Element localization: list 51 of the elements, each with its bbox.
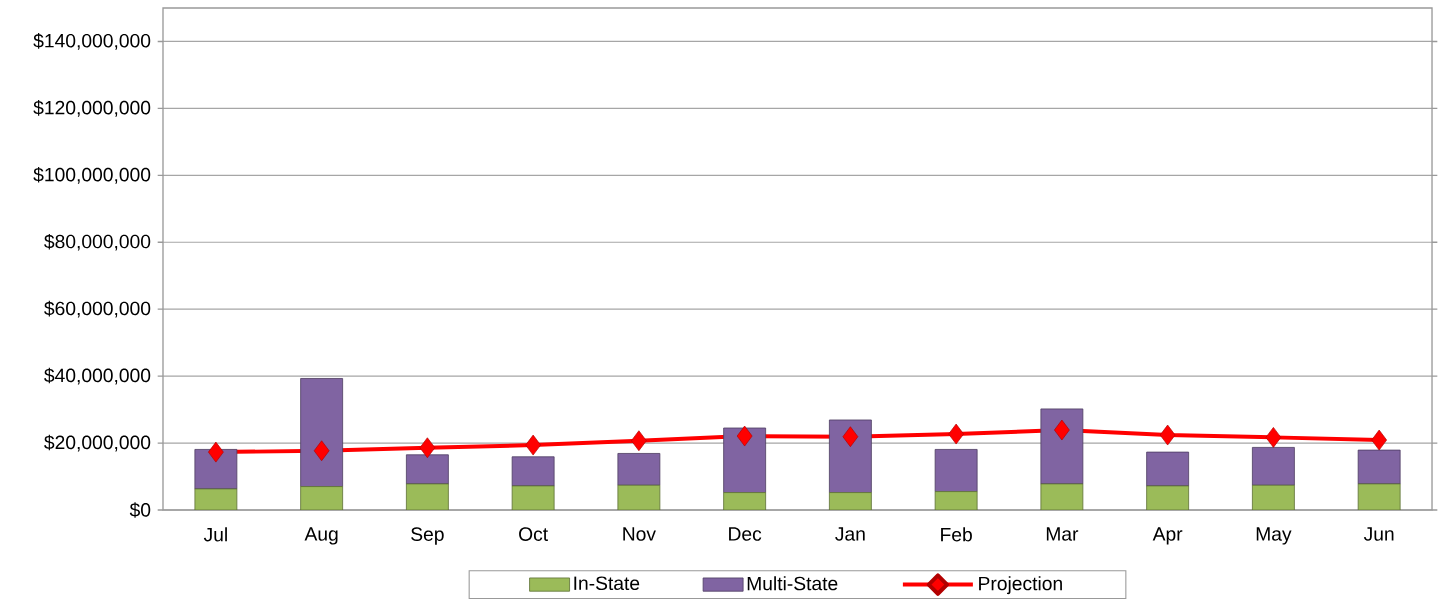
y-tick-label: $100,000,000 [33,166,151,184]
point [842,426,859,448]
x-tick-label: Dec [729,527,762,541]
bar [723,427,767,493]
bar [300,486,344,510]
bar [1146,451,1190,487]
bar [828,419,872,493]
bar [300,378,344,487]
y-tick-label: $80,000,000 [44,233,151,251]
point [208,441,224,463]
x-tick-label: Feb [941,527,972,542]
point [313,440,330,462]
x-tick-label: Apr [1152,527,1183,545]
x-tick-label: Jul [203,527,227,542]
x-tick-label: May [1256,527,1292,545]
bar [511,456,555,487]
point [948,423,964,445]
y-tick-label: $140,000,000 [33,33,151,50]
y-tick-label: $0 [129,502,151,518]
x-tick-label: Jun [1363,527,1394,541]
legend-label: Multi-State [747,576,838,591]
bar [617,453,661,486]
y-tick-label: $120,000,000 [33,100,151,117]
bar [828,492,872,510]
x-tick-label: Oct [519,527,548,541]
point [736,425,753,447]
point [525,434,541,456]
bar [1040,408,1084,485]
bar [405,454,449,485]
x-tick-label: Jan [835,527,865,541]
bar [723,492,767,510]
point [1265,427,1282,448]
legend-label: Projection [979,576,1062,595]
x-tick-label: Aug [304,527,338,545]
y-tick-label: $60,000,000 [44,300,151,318]
bar [934,449,978,492]
point [1159,424,1176,446]
bar [405,483,449,510]
bar [1357,449,1401,485]
y-tick-label: $40,000,000 [44,367,151,385]
point [1054,419,1070,441]
point [419,437,436,459]
point [631,430,647,452]
x-tick-label: Mar [1046,527,1079,541]
bar [1251,447,1295,486]
x-tick-label: Nov [623,527,656,541]
legend-label: In-State [574,576,640,591]
x-tick-label: Sep [411,527,444,545]
bar [1251,484,1295,510]
point [1371,429,1387,451]
y-tick-label: $20,000,000 [44,434,151,452]
